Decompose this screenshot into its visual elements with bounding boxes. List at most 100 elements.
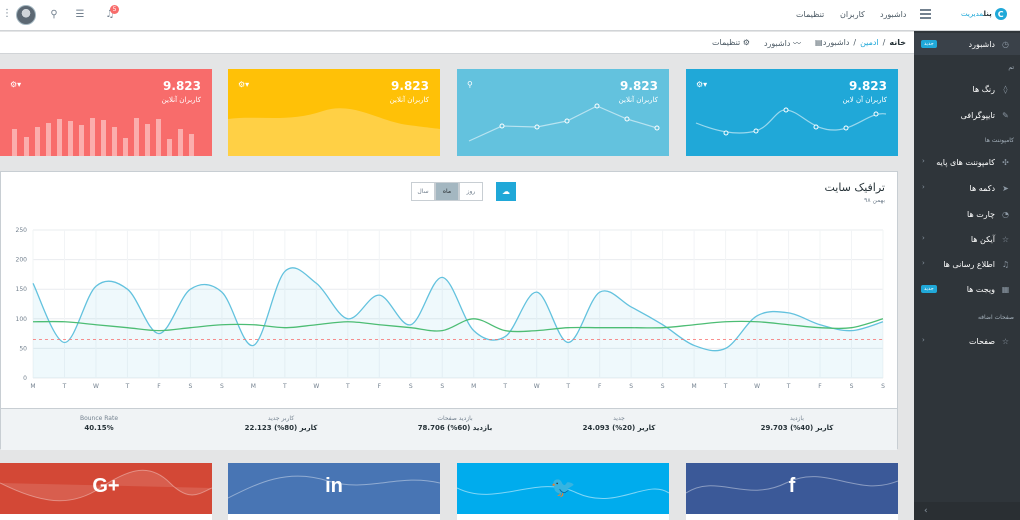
series-line-2: [32, 318, 884, 333]
x-tick-label: S: [629, 383, 633, 390]
cursor-icon: ➤: [1002, 183, 1009, 193]
facebook-icon[interactable]: f: [788, 475, 796, 497]
x-tick-label: T: [62, 383, 67, 390]
notification-badge: 5: [110, 5, 119, 14]
y-tick-label: 200: [16, 257, 28, 264]
location-pin-icon[interactable]: ⚲: [50, 9, 58, 20]
chevron-left-icon: ‹: [922, 336, 925, 344]
bell-icon: ♫: [1001, 259, 1010, 269]
x-tick-label: W: [754, 383, 760, 390]
nav-link-dashboard[interactable]: داشبورد: [880, 10, 907, 19]
sidebar-toggle-icon[interactable]: [920, 9, 931, 19]
sidebar: ◷ داشبورد جدید تم ◊ رنگ ها ✎ تایپوگرافی …: [914, 31, 1020, 520]
linkedin-icon[interactable]: in: [325, 475, 343, 497]
stat-card-bar-chart: [12, 118, 194, 156]
stat-new: جدید 24.093 کاربر (20%): [582, 415, 656, 432]
x-tick-label: W: [313, 383, 319, 390]
breadcrumb: خانه / ادمین / داشبورد ▤ 〰 داشبورد ⚙ تنظ…: [0, 32, 914, 54]
stat-bounce-rate: Bounce Rate 40.15%: [79, 415, 119, 432]
sidebar-item-pages[interactable]: ☆ صفحات ‹: [922, 336, 1010, 346]
period-day[interactable]: روز: [459, 182, 483, 201]
social-card-twitter: 🐦: [457, 463, 669, 520]
y-tick-label: 150: [16, 286, 28, 293]
social-card-google-plus: G+: [0, 463, 212, 520]
chevron-left-icon: ‹: [922, 259, 925, 267]
list-icon[interactable]: ☰: [75, 9, 85, 20]
x-tick-label: S: [220, 383, 224, 390]
x-tick-label: W: [93, 383, 99, 390]
brand-logo[interactable]: C پنلمدیریت: [961, 8, 1007, 20]
stat-card-online-users-1: 9.823 کاربران آن لاین ⚙▾: [686, 69, 898, 156]
sidebar-item-colors[interactable]: ◊ رنگ ها: [914, 78, 1020, 100]
stat-card-online-users-4: 9.823 کاربران آنلاین ⚙▾: [0, 69, 212, 156]
more-vertical-icon[interactable]: ⋮: [2, 8, 12, 19]
x-tick-label: W: [534, 383, 540, 390]
x-tick-label: T: [345, 383, 350, 390]
sidebar-title-theme: تم: [1008, 64, 1014, 71]
nav-link-users[interactable]: کاربران: [840, 10, 865, 19]
x-tick-label: S: [850, 383, 854, 390]
social-card-facebook: f: [686, 463, 898, 520]
star-icon: ☆: [1001, 336, 1010, 346]
x-tick-label: S: [409, 383, 413, 390]
traffic-line-chart: 0 50 100 150 200 250 M T W T F S S M T W T F S S M T W T F S S M T W T…: [16, 227, 886, 390]
breadcrumb-menu-speech-icon[interactable]: ▤: [814, 38, 823, 47]
x-tick-label: T: [125, 383, 130, 390]
twitter-icon[interactable]: 🐦: [550, 477, 576, 499]
breadcrumb-menu-dashboard[interactable]: 〰 داشبورد: [763, 39, 801, 48]
period-toggle[interactable]: سال ماه روز: [411, 182, 483, 201]
stat-card-value: 9.823: [849, 79, 887, 93]
sidebar-item-typography[interactable]: ✎ تایپوگرافی: [960, 110, 1009, 120]
stat-page-views: بازدید صفحات 78.706 بازدید (60%): [417, 415, 493, 432]
pie-chart-icon: ◔: [1002, 209, 1009, 219]
chevron-left-icon: ‹: [922, 234, 925, 242]
stat-visits: بازدید 29.703 کاربر (40%): [760, 415, 834, 432]
location-pin-icon[interactable]: ⚲: [467, 80, 473, 89]
x-tick-label: T: [723, 383, 728, 390]
brand-name: پنلمدیریت: [961, 10, 992, 18]
x-tick-label: F: [818, 383, 822, 390]
avatar[interactable]: [16, 5, 36, 25]
sidebar-item-base[interactable]: ✣ کامپوننت های پایه ‹: [922, 157, 1009, 167]
google-plus-icon[interactable]: G+: [92, 475, 120, 497]
sidebar-item-notifications[interactable]: ♫ اطلاع رسانی ها ‹: [922, 259, 1010, 269]
nav-link-settings[interactable]: تنظیمات: [796, 10, 825, 19]
drop-icon: ◊: [1003, 84, 1008, 94]
breadcrumb-admin[interactable]: ادمین: [860, 38, 879, 47]
gear-icon[interactable]: ⚙▾: [238, 80, 250, 89]
gear-icon[interactable]: ⚙▾: [10, 80, 22, 89]
stat-card-label: کاربران آنلاین: [161, 96, 201, 104]
period-year[interactable]: سال: [411, 182, 435, 201]
sidebar-item-widgets[interactable]: ▦ ویجت ها جدید: [914, 278, 1020, 300]
breadcrumb-dashboard: داشبورد: [822, 38, 850, 47]
speedometer-icon: ◷: [1002, 39, 1009, 49]
x-tick-label: M: [251, 383, 256, 390]
new-badge: جدید: [921, 40, 937, 48]
breadcrumb-menu-settings[interactable]: ⚙ تنظیمات: [712, 38, 750, 47]
stat-card-value: 9.823: [391, 79, 429, 93]
y-tick-label: 100: [16, 316, 28, 323]
traffic-subtitle: بهمن ۹۸: [864, 197, 885, 204]
new-badge: جدید: [921, 285, 937, 293]
stat-card-value: 9.823: [163, 79, 201, 93]
stat-card-value: 9.823: [620, 79, 658, 93]
sidebar-item-buttons[interactable]: ➤ دکمه ها ‹: [922, 183, 1009, 193]
graph-icon: 〰: [790, 39, 801, 48]
stat-card-label: کاربران آنلاین: [389, 96, 429, 104]
gear-icon[interactable]: ⚙▾: [696, 80, 708, 89]
y-tick-label: 50: [19, 345, 27, 352]
sidebar-item-charts[interactable]: ◔ چارت ها: [967, 209, 1009, 219]
bell-icon[interactable]: ♫: [105, 9, 115, 20]
sidebar-minimizer[interactable]: ‹: [914, 502, 1020, 520]
chevron-left-icon: ‹: [922, 183, 925, 191]
y-tick-label: 0: [23, 375, 27, 382]
stat-card-label: کاربران آنلاین: [618, 96, 658, 104]
star-icon: ☆: [1001, 234, 1010, 244]
period-month[interactable]: ماه: [435, 182, 459, 201]
download-button[interactable]: ☁: [496, 182, 516, 201]
x-tick-label: S: [881, 383, 885, 390]
sidebar-item-dashboard[interactable]: ◷ داشبورد جدید: [914, 33, 1020, 55]
x-tick-label: T: [786, 383, 791, 390]
breadcrumb-home[interactable]: خانه: [889, 38, 906, 47]
sidebar-item-icons[interactable]: ☆ آیکن ها ‹: [922, 234, 1010, 244]
